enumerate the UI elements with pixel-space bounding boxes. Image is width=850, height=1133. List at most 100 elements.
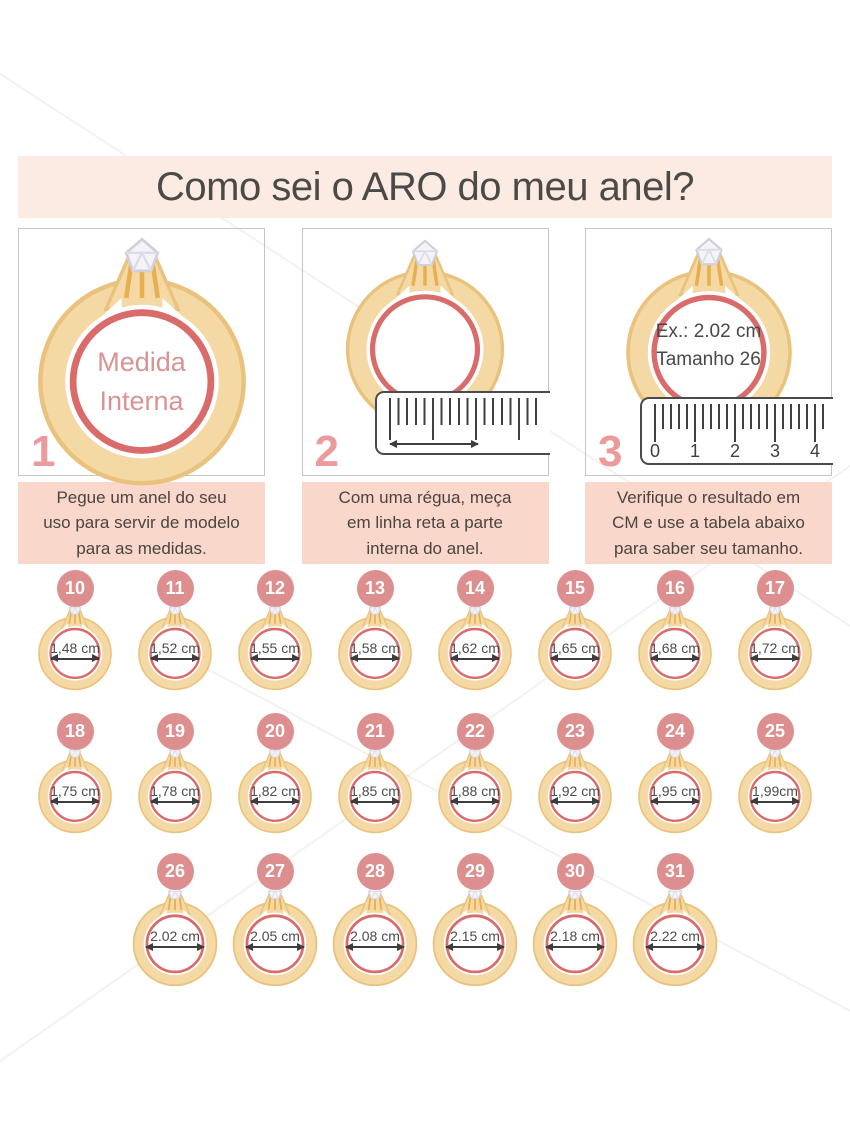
ring-size-item: 10 1,48 cm [25,570,125,692]
measure-value: 1,52 cm [150,639,200,656]
step-number: 2 [314,427,339,476]
ring-illustration: 1,55 cm [235,602,315,692]
ring-size-item: 26 2.02 cm [125,853,225,988]
step-caption-3: Verifique o resultado em CM e use a tabe… [585,482,832,564]
measure-value: 2.08 cm [350,928,400,945]
measure-arrow-icon [545,942,605,951]
ring-size-item: 24 1,95 cm [625,713,725,835]
captions-row: Pegue um anel do seu uso para servir de … [18,482,832,564]
ring-illustration: 1,75 cm [35,745,115,835]
ring-size-item: 12 1,55 cm [225,570,325,692]
step-panel-2: 2 [301,228,550,476]
measure-value: 2.18 cm [550,928,600,945]
measure-value: 1,99cm [752,782,798,799]
ring-illustration: 1,65 cm [535,602,615,692]
size-badge: 16 [656,570,694,607]
ring-measure: 1,95 cm [635,783,715,806]
size-badge: 27 [256,853,294,890]
ring-illustration: 1,88 cm [435,745,515,835]
size-badge: 14 [456,570,494,607]
measure-value: 2.02 cm [150,928,200,945]
ring-measure: 1,92 cm [535,783,615,806]
size-badge: 11 [156,570,194,607]
measure-value: 2.05 cm [250,928,300,945]
ring-measure: 1,78 cm [135,782,215,806]
ring-measure: 1,99cm [735,782,815,806]
ring-example-label: Ex.: 2.02 cm Tamanho 26 [655,320,762,371]
measure-arrow-icon [150,797,200,806]
step-panel-3: Ex.: 2.02 cm Tamanho 26 0 1 2 3 4 3 [585,228,833,476]
size-badge: 10 [56,570,94,607]
ruler-illustration [374,391,550,455]
ring-size-item: 16 1,68 cm [625,570,725,692]
size-row-18-25: 18 1,75 cm 19 1,78 cm 20 1,82 cm [0,713,850,835]
ring-illustration: Medida Interna [29,237,255,490]
ruler-ticks [388,398,544,440]
measure-value: 1,62 cm [450,639,500,656]
ring-measure: 2.18 cm [529,928,621,951]
ring-measure: 2.22 cm [629,928,721,951]
ring-size-item: 11 1,52 cm [125,570,225,692]
measure-arrow-icon [750,797,800,806]
ring-illustration: 1,95 cm [635,745,715,835]
step-caption-1: Pegue um anel do seu uso para servir de … [18,482,265,564]
ring-illustration: 2.05 cm [229,885,321,988]
ring-illustration: 2.18 cm [529,885,621,988]
page-title: Como sei o ARO do meu anel? [156,164,694,209]
size-badge: 26 [156,853,194,890]
measure-arrow-icon [250,654,300,663]
ring-size-item: 29 2.15 cm [425,853,525,988]
measure-value: 1,55 cm [250,639,300,656]
ring-illustration: 2.22 cm [629,885,721,988]
ring-illustration: 1,99cm [735,745,815,835]
size-badge: 23 [556,713,594,750]
ring-measure: 1,88 cm [435,782,515,806]
measure-value: 1,68 cm [650,639,700,656]
steps-row: Medida Interna 1 2 [18,228,833,476]
ring-measure: 1,68 cm [635,639,715,663]
ring-illustration: 1,92 cm [535,745,615,835]
ring-illustration: 2.15 cm [429,885,521,988]
ruler-illustration: 0 1 2 3 4 [640,397,833,465]
ring-size-item: 28 2.08 cm [325,853,425,988]
ring-illustration: 1,82 cm [235,745,315,835]
ring-size-item: 25 1,99cm [725,713,825,835]
ruler-scale: 0 1 2 3 4 [649,441,820,461]
size-badge: 22 [456,713,494,750]
size-badge: 24 [656,713,694,750]
measure-value: 1,72 cm [750,639,800,656]
size-badge: 31 [656,853,694,890]
measure-value: 1,58 cm [350,639,400,656]
ring-measure: 1,48 cm [35,640,115,663]
measure-arrow-icon [445,942,505,951]
ring-measure: 1,62 cm [435,639,515,663]
step-number: 3 [598,427,623,476]
ring-illustration: 1,62 cm [435,602,515,692]
measure-arrow-icon [550,654,600,663]
measure-value: 1,85 cm [350,782,400,799]
size-badge: 29 [456,853,494,890]
measure-value: 1,88 cm [450,782,500,799]
measure-arrow-icon [450,797,500,806]
ring-measure: 1,58 cm [335,639,415,663]
measure-arrow-icon [388,439,479,448]
size-badge: 15 [556,570,594,607]
measure-arrow-icon [750,654,800,663]
measure-value: 1,78 cm [150,782,200,799]
ring-size-item: 17 1,72 cm [725,570,825,692]
step-number: 1 [31,427,56,476]
measure-value: 1,82 cm [250,782,300,799]
measure-arrow-icon [250,797,300,806]
ring-measure: 2.15 cm [429,928,521,951]
size-badge: 20 [256,713,294,750]
measure-arrow-icon [50,797,100,806]
ring-illustration: 1,85 cm [335,745,415,835]
ring-inner-label: Medida Interna [97,347,186,417]
ring-measure: 2.02 cm [129,928,221,951]
ring-size-item: 31 2.22 cm [625,853,725,988]
ring-size-item: 15 1,65 cm [525,570,625,692]
measure-arrow-icon [350,797,400,806]
ring-measure: 2.05 cm [229,928,321,951]
measure-value: 1,75 cm [50,782,100,799]
